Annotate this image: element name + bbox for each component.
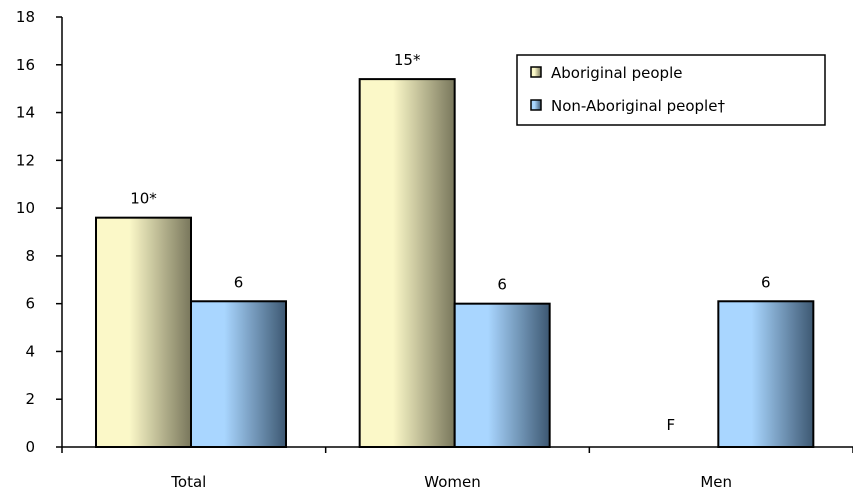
y-tick-label: 2 — [25, 390, 35, 408]
y-tick-label: 18 — [16, 8, 35, 26]
legend-swatch — [530, 99, 542, 111]
bar — [453, 302, 551, 448]
data-label: 6 — [761, 273, 771, 291]
data-labels: 10* 6 15* 6 F 6 — [130, 51, 770, 434]
y-tick-label: 14 — [16, 104, 35, 122]
y-tick-label: 12 — [16, 151, 35, 169]
bar — [190, 300, 287, 448]
bar — [95, 216, 192, 448]
bar — [358, 78, 456, 448]
legend-swatch — [530, 66, 542, 78]
y-tick-label: 16 — [16, 56, 35, 74]
bar — [717, 300, 815, 448]
x-tick-label: Women — [424, 473, 480, 491]
legend-label: Non-Aboriginal people† — [551, 97, 725, 115]
y-tick-label: 0 — [25, 438, 35, 456]
data-label: 10* — [130, 190, 157, 208]
data-label: 6 — [497, 276, 507, 294]
x-tick-label: Men — [700, 473, 732, 491]
data-label: F — [667, 416, 676, 434]
y-tick-label: 6 — [25, 295, 35, 313]
y-tick-label: 8 — [25, 247, 35, 265]
legend-box — [516, 54, 826, 126]
data-label: 6 — [234, 273, 244, 291]
data-label: 15* — [394, 51, 421, 69]
y-tick-label: 4 — [25, 342, 35, 360]
legend-label: Aboriginal people — [551, 64, 682, 82]
x-tick-label: Total — [170, 473, 206, 491]
y-tick-label: 10 — [16, 199, 35, 217]
legend: Aboriginal people Non-Aboriginal people† — [516, 54, 826, 126]
bars — [95, 78, 815, 448]
